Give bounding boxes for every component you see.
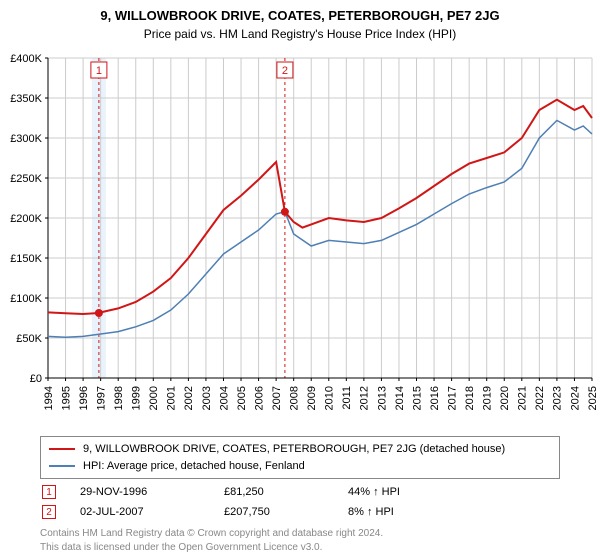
x-tick-label: 1996: [78, 386, 90, 410]
y-tick-label: £0: [30, 373, 42, 385]
x-tick-label: 2007: [271, 386, 283, 410]
x-tick-label: 2025: [587, 386, 599, 410]
y-tick-label: £400K: [10, 53, 42, 65]
legend-box: 9, WILLOWBROOK DRIVE, COATES, PETERBOROU…: [40, 436, 560, 479]
footer-line-2: This data is licensed under the Open Gov…: [40, 541, 560, 555]
y-tick-label: £250K: [10, 173, 42, 185]
marker-detail-row: 2 02-JUL-2007 £207,750 8% ↑ HPI: [40, 505, 560, 519]
footer-attribution: Contains HM Land Registry data © Crown c…: [40, 527, 560, 554]
marker-date: 29-NOV-1996: [80, 486, 200, 498]
legend-swatch: [49, 448, 75, 450]
y-tick-label: £150K: [10, 253, 42, 265]
marker-detail-row: 1 29-NOV-1996 £81,250 44% ↑ HPI: [40, 485, 560, 499]
y-tick-label: £100K: [10, 293, 42, 305]
chart-title: 9, WILLOWBROOK DRIVE, COATES, PETERBOROU…: [0, 0, 600, 23]
marker-diff: 8% ↑ HPI: [348, 506, 394, 518]
marker-price: £81,250: [224, 486, 324, 498]
x-tick-label: 2013: [376, 386, 388, 410]
legend-label: 9, WILLOWBROOK DRIVE, COATES, PETERBOROU…: [83, 441, 505, 458]
marker-diff: 44% ↑ HPI: [348, 486, 400, 498]
y-tick-label: £200K: [10, 213, 42, 225]
legend-row: 9, WILLOWBROOK DRIVE, COATES, PETERBOROU…: [49, 441, 551, 458]
marker-badge: 2: [42, 505, 56, 519]
marker-dot: [281, 208, 289, 216]
marker-price: £207,750: [224, 506, 324, 518]
y-tick-label: £300K: [10, 133, 42, 145]
x-tick-label: 1997: [95, 386, 107, 410]
x-tick-label: 2001: [166, 386, 178, 410]
x-tick-label: 2022: [534, 386, 546, 410]
chart-svg: £0 £50K £100K £150K £200K £250K £300K £350K £400…: [0, 48, 600, 428]
chart-subtitle: Price paid vs. HM Land Registry's House …: [0, 23, 600, 49]
x-tick-label: 2010: [324, 386, 336, 410]
series-property: [48, 100, 592, 314]
marker-badge: 1: [42, 485, 56, 499]
x-tick-label: 2017: [446, 386, 458, 410]
x-tick-label: 2008: [289, 386, 301, 410]
x-tick-label: 2006: [253, 386, 265, 410]
legend-swatch: [49, 465, 75, 467]
x-tick-label: 2003: [201, 386, 213, 410]
x-tick-label: 2023: [552, 386, 564, 410]
x-tick-label: 2018: [464, 386, 476, 410]
x-tick-label: 1994: [43, 386, 55, 410]
x-tick-label: 2000: [148, 386, 160, 410]
marker-flag-num: 1: [96, 65, 102, 77]
x-tick-label: 2019: [482, 386, 494, 410]
x-tick-label: 2012: [359, 386, 371, 410]
x-tick-label: 2024: [569, 386, 581, 410]
x-tick-label: 2014: [394, 386, 406, 410]
marker-date: 02-JUL-2007: [80, 506, 200, 518]
marker-table: 1 29-NOV-1996 £81,250 44% ↑ HPI 2 02-JUL-2007…: [40, 485, 560, 519]
x-tick-label: 2004: [218, 386, 230, 410]
y-tick-label: £50K: [16, 333, 42, 345]
x-tick-label: 2005: [236, 386, 248, 410]
x-tick-label: 2009: [306, 386, 318, 410]
x-tick-label: 1998: [113, 386, 125, 410]
legend-row: HPI: Average price, detached house, Fenl…: [49, 458, 551, 475]
x-tick-label: 1999: [131, 386, 143, 410]
y-tick-label: £350K: [10, 93, 42, 105]
x-tick-label: 2015: [411, 386, 423, 410]
x-tick-label: 2020: [499, 386, 511, 410]
legend-label: HPI: Average price, detached house, Fenl…: [83, 458, 305, 475]
marker-dot: [95, 309, 103, 317]
x-tick-label: 2002: [183, 386, 195, 410]
chart-area: £0 £50K £100K £150K £200K £250K £300K £350K £400…: [0, 48, 600, 428]
x-tick-label: 2016: [429, 386, 441, 410]
x-tick-label: 1995: [60, 386, 72, 410]
footer-line-1: Contains HM Land Registry data © Crown c…: [40, 527, 560, 541]
marker-flag-num: 2: [282, 65, 288, 77]
x-tick-label: 2021: [517, 386, 529, 410]
x-tick-label: 2011: [341, 386, 353, 410]
